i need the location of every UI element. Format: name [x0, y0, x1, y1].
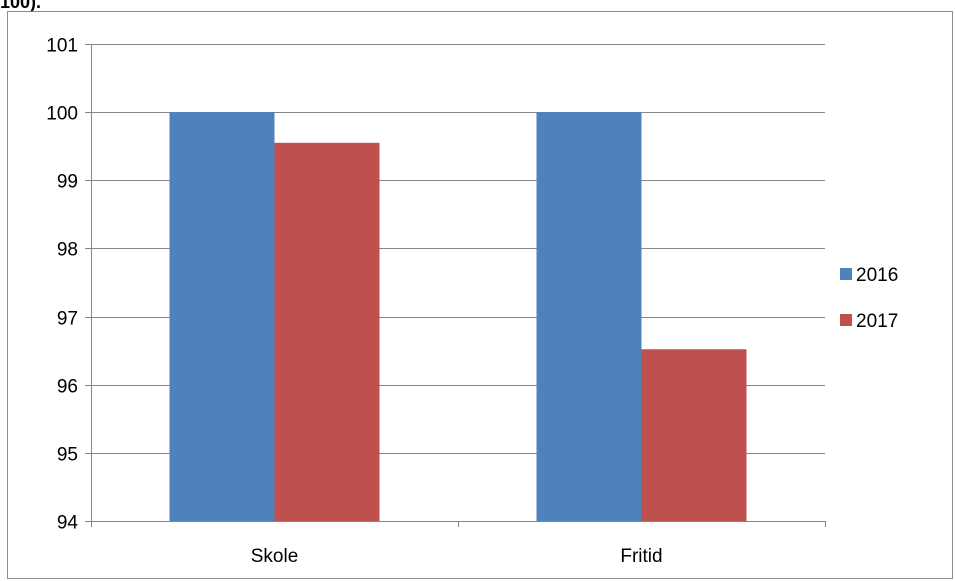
legend: 2016 2017	[840, 265, 898, 332]
y-tick-label: 99	[57, 172, 78, 193]
bar-fritid-2017	[641, 349, 747, 521]
x-category-label: Skole	[251, 546, 299, 567]
y-tick-label: 95	[57, 445, 78, 466]
bars	[169, 112, 747, 522]
legend-label-2016: 2016	[856, 265, 898, 286]
legend-swatch-2016	[840, 268, 852, 280]
legend-label-2017: 2017	[856, 311, 898, 332]
legend-swatch-2017	[840, 314, 852, 326]
axes: 94 95 96 97 98 99 100 101 Skole Fritid	[46, 36, 826, 567]
y-tick-label: 94	[57, 513, 79, 534]
bar-skole-2017	[274, 142, 380, 522]
x-category-label: Fritid	[620, 546, 662, 567]
y-tick-label: 101	[46, 36, 78, 57]
bar-skole-2016	[169, 112, 275, 522]
y-tick-label: 96	[57, 377, 78, 398]
bar-fritid-2016	[536, 112, 642, 522]
y-tick-label: 97	[57, 309, 78, 330]
y-tick-label: 98	[57, 240, 78, 261]
page-text-fragment: 100).	[0, 0, 42, 12]
chart-frame	[7, 11, 953, 579]
y-tick-label: 100	[46, 104, 78, 125]
